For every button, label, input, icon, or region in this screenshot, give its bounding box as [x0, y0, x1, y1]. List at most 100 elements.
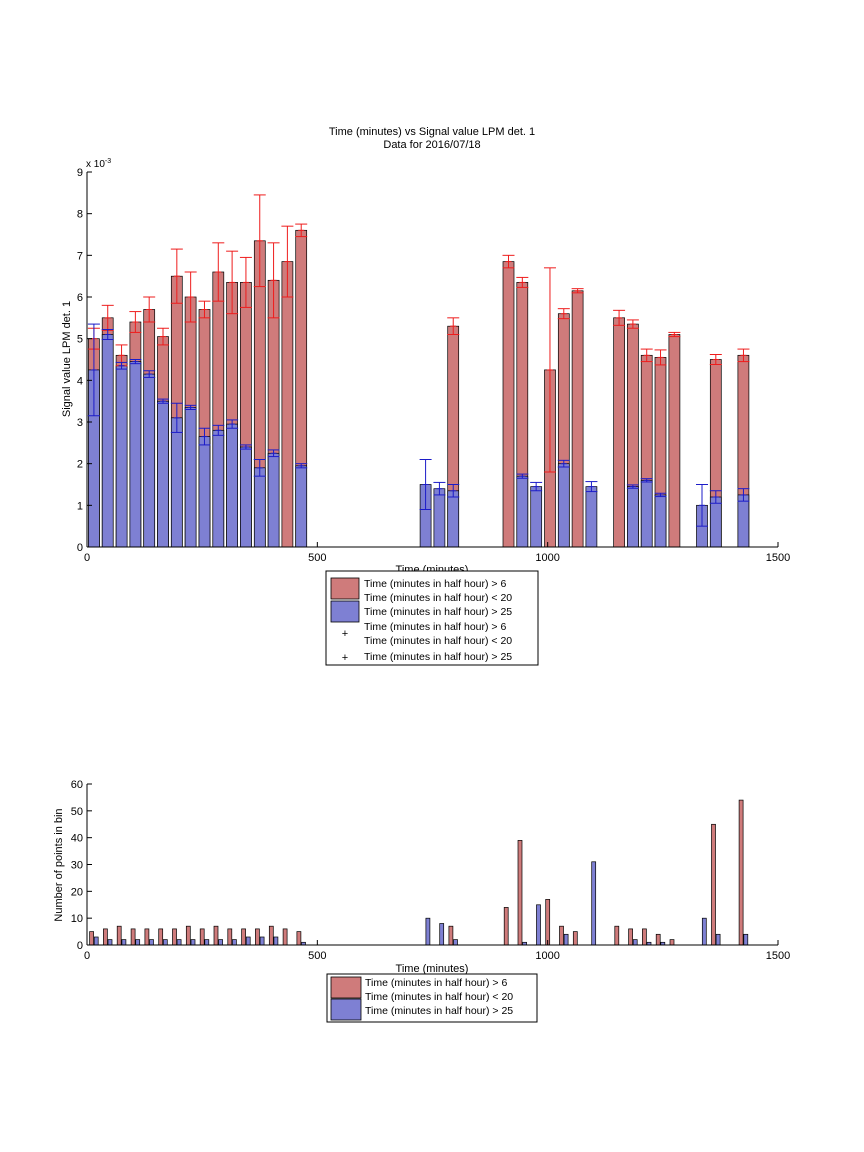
- legend-marker-red: +: [342, 628, 348, 640]
- bar-red: [655, 933, 661, 946]
- legend-swatch-gt6-lt20: [330, 577, 360, 600]
- bar-blue: [447, 490, 460, 548]
- signal-x-ticks: 0 500 1000 1500: [84, 542, 790, 564]
- bar-red: [158, 928, 164, 946]
- count-y-label: Number of points in bin: [53, 808, 65, 921]
- bar-blue: [101, 334, 114, 548]
- count-legend-label-lt20: Time (minutes in half hour) < 20: [365, 991, 513, 1003]
- count-x-label: Time (minutes): [396, 963, 469, 975]
- bar-blue: [715, 933, 721, 946]
- signal-bars-gt25: [88, 334, 750, 548]
- bar-red: [281, 261, 294, 548]
- bar-red: [241, 928, 246, 946]
- signal-axes: [86, 172, 778, 548]
- bar-blue: [563, 933, 569, 946]
- bar-red: [517, 840, 523, 946]
- count-bars-gt6-lt20: [89, 799, 744, 946]
- bar-blue: [93, 936, 99, 946]
- bar-red: [738, 799, 744, 946]
- chart-subtitle: Data for 2016/07/18: [383, 139, 480, 151]
- count-legend-label-gt25: Time (minutes in half hour) > 25: [365, 1005, 513, 1017]
- bar-red: [185, 925, 191, 946]
- legend-label-gt6-marker: Time (minutes in half hour) > 6: [364, 621, 506, 633]
- count-legend-box: [326, 973, 538, 1023]
- count-bars-gt25: [93, 861, 749, 946]
- y-tick-label: 0: [77, 940, 83, 952]
- bar-red: [282, 928, 288, 946]
- signal-legend-box: [325, 570, 539, 666]
- y-tick-label: 8: [77, 209, 83, 221]
- bar-red: [669, 939, 675, 946]
- bar-red: [103, 928, 108, 946]
- y-tick-label: 0: [77, 542, 83, 554]
- bar-blue: [135, 939, 141, 946]
- legend-swatch-gt25: [330, 600, 360, 623]
- bar-blue: [433, 488, 446, 548]
- bar-blue: [295, 465, 308, 548]
- y-tick-label: 60: [71, 779, 83, 791]
- y-tick-label: 50: [71, 806, 83, 818]
- x-tick-label: 0: [84, 552, 90, 564]
- bar-red: [545, 899, 551, 946]
- count-legend-swatch-gt6-lt20: [330, 976, 362, 999]
- count-legend-swatch-gt25: [330, 998, 362, 1021]
- bar-blue: [536, 904, 541, 946]
- bar-blue: [218, 939, 223, 946]
- y-tick-label: 40: [71, 833, 83, 845]
- bar-blue: [157, 400, 169, 548]
- bar-blue: [245, 936, 251, 946]
- x-tick-label: 0: [84, 950, 90, 962]
- signal-legend: Time (minutes in half hour) > 6 Time (mi…: [325, 570, 539, 666]
- bar-blue: [530, 486, 543, 548]
- bar-red: [559, 925, 564, 946]
- bar-blue: [176, 939, 182, 946]
- signal-errorbars-gt25: [87, 323, 750, 527]
- bar-red: [642, 928, 647, 946]
- bar-blue: [453, 939, 458, 946]
- bar-blue: [640, 479, 653, 548]
- y-tick-label: 6: [77, 292, 83, 304]
- count-legend-label-gt6: Time (minutes in half hour) > 6: [365, 977, 507, 989]
- bar-blue: [226, 423, 238, 548]
- bar-blue: [654, 494, 667, 548]
- bar-blue: [149, 939, 154, 946]
- bar-red: [503, 907, 509, 946]
- legend-label-gt25-marker: Time (minutes in half hour) > 25: [364, 651, 512, 663]
- bar-red: [268, 925, 274, 946]
- bar-blue: [273, 936, 279, 946]
- y-tick-label: 9: [77, 167, 83, 179]
- bar-blue: [632, 939, 638, 946]
- bar-red: [628, 928, 633, 946]
- bar-blue: [425, 917, 431, 946]
- y-tick-label: 10: [71, 913, 83, 925]
- bar-blue: [212, 429, 225, 548]
- y-tick-label: 5: [77, 334, 83, 346]
- bar-red: [130, 928, 136, 946]
- x-tick-label: 1500: [766, 950, 790, 962]
- count-x-ticks: 0 500 1000 1500: [84, 940, 790, 962]
- bar-blue: [439, 923, 445, 946]
- bar-red: [172, 928, 177, 946]
- y-tick-label: 4: [77, 375, 83, 387]
- bar-red: [89, 931, 94, 946]
- bar-blue: [516, 475, 529, 548]
- bar-blue: [737, 494, 750, 548]
- count-chart: 0 500 1000 1500 0 10 20 30 40 50 60 Time (minutes…: [53, 779, 790, 975]
- bar-blue: [701, 917, 707, 946]
- bar-red: [614, 925, 620, 946]
- bar-red: [227, 928, 233, 946]
- y-tick-label: 2: [77, 459, 83, 471]
- bar-red: [199, 928, 205, 946]
- x-tick-label: 500: [308, 950, 326, 962]
- bar-red: [502, 261, 515, 548]
- bar-blue: [121, 939, 127, 946]
- x-tick-label: 1000: [535, 552, 559, 564]
- signal-y-exponent: x 10-3: [86, 158, 111, 170]
- bar-blue: [115, 365, 128, 548]
- bar-red: [213, 925, 219, 946]
- legend-label-gt25-bar: Time (minutes in half hour) > 25: [364, 606, 512, 618]
- count-axes: [86, 784, 778, 946]
- bar-blue: [107, 939, 113, 946]
- bar-blue: [267, 452, 280, 548]
- bar-blue: [591, 861, 597, 946]
